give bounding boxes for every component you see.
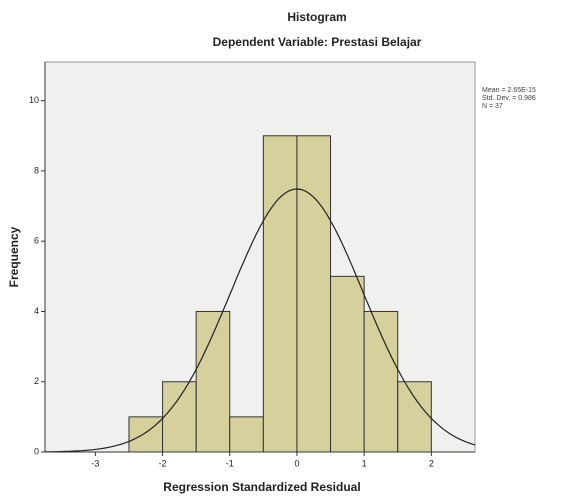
y-tick-label: 4 xyxy=(34,306,39,316)
y-tick-label: 6 xyxy=(34,236,39,246)
bar xyxy=(262,135,298,453)
bar xyxy=(162,381,197,453)
stats-annotation: Std. Dev. = 0.986 xyxy=(482,95,536,102)
x-tick-label: 1 xyxy=(362,458,367,468)
x-tick-label: 2 xyxy=(429,458,434,468)
y-tick-label: 0 xyxy=(34,446,39,456)
chart-subtitle: Dependent Variable: Prestasi Belajar xyxy=(213,35,422,49)
bar xyxy=(363,310,399,453)
stats-annotation: Mean = 2.65E-15 xyxy=(482,87,536,94)
y-axis-label: Frequency xyxy=(7,226,21,287)
bar xyxy=(330,275,365,453)
x-tick-label: -3 xyxy=(91,458,99,468)
normal-curve xyxy=(45,188,476,453)
bar xyxy=(229,416,264,453)
chart-title: Histogram xyxy=(287,10,346,24)
x-tick-label: 0 xyxy=(294,458,299,468)
y-tick-label: 10 xyxy=(29,95,39,105)
bar xyxy=(397,381,432,453)
y-tick-label: 2 xyxy=(34,376,39,386)
x-tick-label: -2 xyxy=(159,458,167,468)
x-axis-label: Regression Standardized Residual xyxy=(163,480,360,494)
bar xyxy=(296,135,332,453)
x-tick-label: -1 xyxy=(226,458,234,468)
y-tick-label: 8 xyxy=(34,165,39,175)
stats-annotation: N = 37 xyxy=(482,103,503,110)
bar xyxy=(128,416,164,453)
bar xyxy=(195,310,231,453)
